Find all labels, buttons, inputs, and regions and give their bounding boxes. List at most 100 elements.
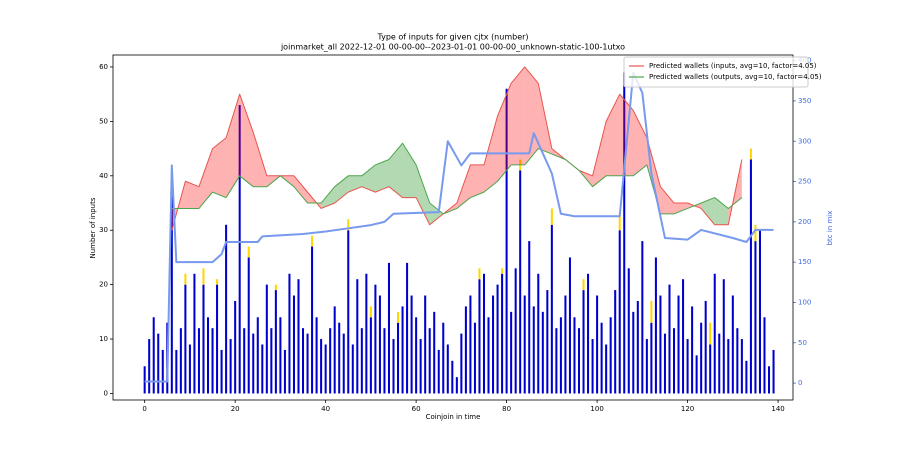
bar — [220, 349, 223, 394]
x-tick-label: 20 — [231, 405, 240, 413]
bar — [369, 317, 372, 394]
bar — [419, 339, 422, 394]
bar — [302, 328, 305, 394]
area-fill — [334, 175, 349, 204]
bar — [179, 328, 182, 394]
x-tick-label: 0 — [142, 405, 146, 413]
y-tick-label: 0 — [104, 389, 108, 397]
bar — [415, 317, 418, 394]
bar — [614, 290, 617, 394]
bar — [333, 306, 336, 394]
y-tick-label: 50 — [99, 117, 108, 125]
bar — [360, 328, 363, 394]
bar — [731, 295, 734, 394]
area-fill — [633, 110, 647, 176]
bar — [573, 317, 576, 394]
y2-tick-label: 200 — [798, 218, 811, 226]
bar — [216, 284, 219, 394]
bar — [618, 213, 621, 231]
area-fill — [687, 203, 702, 209]
bar — [618, 230, 621, 394]
y2-tick-label: 250 — [798, 178, 811, 186]
bar — [749, 148, 752, 160]
bar — [387, 262, 390, 394]
bar — [261, 344, 264, 394]
bar — [487, 317, 490, 394]
bar — [713, 273, 716, 394]
bar — [623, 72, 626, 394]
bar — [596, 295, 599, 394]
bar — [193, 273, 196, 394]
bar — [555, 328, 558, 394]
bar — [510, 311, 513, 394]
bar — [161, 349, 164, 394]
y2-tick-label: 300 — [798, 137, 811, 145]
bar — [686, 339, 689, 394]
bar — [311, 235, 314, 247]
y2-tick-label: 350 — [798, 97, 811, 105]
bar — [347, 219, 350, 231]
legend-label: Predicted wallets (outputs, avg=10, fact… — [649, 73, 822, 81]
bar — [537, 273, 540, 394]
bar — [768, 366, 771, 394]
bar — [329, 328, 332, 394]
area-fill — [321, 186, 335, 209]
y-tick-label: 40 — [99, 172, 108, 180]
bar — [718, 333, 721, 394]
bar — [437, 349, 440, 394]
bar — [184, 284, 187, 394]
bar — [528, 241, 531, 394]
bar — [229, 339, 232, 394]
area-fill — [388, 143, 403, 198]
x-tick-label: 40 — [321, 405, 330, 413]
bar — [292, 295, 295, 394]
bar — [591, 339, 594, 394]
bar — [464, 306, 467, 394]
area-fill — [701, 197, 715, 225]
bar — [745, 360, 748, 394]
bar — [727, 339, 730, 394]
series-line — [144, 71, 774, 383]
bar — [442, 322, 445, 394]
bar — [152, 317, 155, 394]
bar — [460, 333, 463, 394]
bar — [740, 339, 743, 394]
x-tick-label: 60 — [412, 405, 421, 413]
bar — [288, 273, 291, 394]
bar — [605, 344, 608, 394]
bar — [682, 279, 685, 394]
bar — [392, 339, 395, 394]
bar — [609, 317, 612, 394]
bar — [659, 295, 662, 394]
y-tick-label: 10 — [99, 335, 108, 343]
chart-subtitle: joinmarket_all 2022-12-01 00-00-00--2023… — [280, 43, 625, 52]
area-fill — [470, 164, 484, 198]
bar — [206, 317, 210, 394]
legend-box — [623, 56, 809, 88]
bar — [378, 295, 381, 394]
bar — [582, 279, 585, 291]
bar — [695, 355, 698, 394]
bar — [754, 241, 757, 394]
bar — [247, 246, 250, 258]
bar — [772, 349, 775, 394]
bar — [645, 339, 648, 394]
bar — [397, 311, 400, 323]
bar — [297, 279, 300, 394]
bar — [478, 279, 481, 394]
bar — [351, 344, 354, 394]
area-fill — [416, 164, 430, 225]
bar — [722, 279, 725, 394]
bar — [274, 284, 277, 291]
bar — [211, 328, 214, 394]
x-axis-label: Coinjoin in time — [426, 413, 481, 421]
bar — [279, 317, 282, 394]
bar — [274, 290, 277, 394]
area-fill — [198, 148, 213, 209]
bar — [641, 241, 644, 394]
area-fill — [402, 143, 417, 198]
y-tick-label: 30 — [99, 226, 108, 234]
legend-label: Predicted wallets (inputs, avg=10, facto… — [649, 62, 817, 70]
bar — [704, 300, 707, 394]
bar — [216, 279, 219, 285]
